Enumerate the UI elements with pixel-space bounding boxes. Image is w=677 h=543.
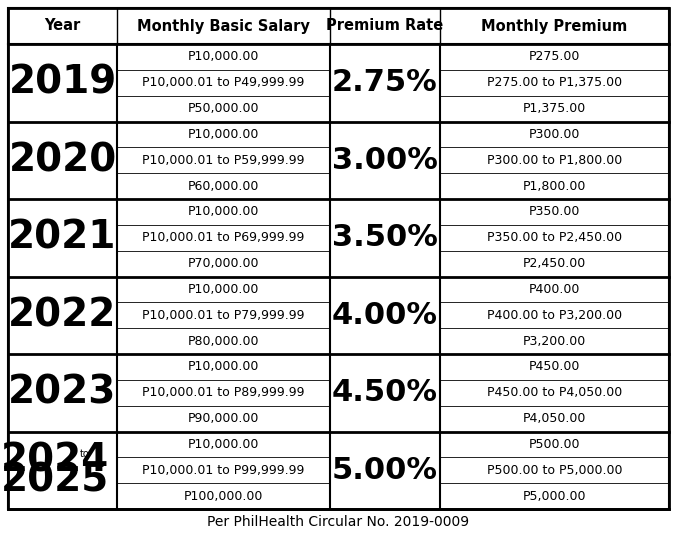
Text: P500.00 to P5,000.00: P500.00 to P5,000.00 [487, 464, 622, 477]
Text: P500.00: P500.00 [529, 438, 580, 451]
Text: P3,200.00: P3,200.00 [523, 334, 586, 348]
Text: 2019: 2019 [8, 64, 116, 102]
Text: P300.00: P300.00 [529, 128, 580, 141]
Text: P10,000.00: P10,000.00 [188, 205, 259, 218]
Text: 2025: 2025 [1, 461, 108, 499]
Text: P450.00 to P4,050.00: P450.00 to P4,050.00 [487, 386, 622, 399]
Text: 4.50%: 4.50% [332, 378, 438, 407]
Text: 5.00%: 5.00% [332, 456, 438, 485]
Text: P1,800.00: P1,800.00 [523, 180, 586, 193]
Text: P80,000.00: P80,000.00 [188, 334, 259, 348]
Text: P5,000.00: P5,000.00 [523, 490, 586, 503]
Text: P60,000.00: P60,000.00 [188, 180, 259, 193]
Text: P350.00: P350.00 [529, 205, 580, 218]
Text: P90,000.00: P90,000.00 [188, 412, 259, 425]
Text: P4,050.00: P4,050.00 [523, 412, 586, 425]
Text: Monthly Basic Salary: Monthly Basic Salary [137, 18, 310, 34]
Text: P100,000.00: P100,000.00 [184, 490, 263, 503]
Bar [8, 8, 669, 44]
Text: 3.00%: 3.00% [332, 146, 438, 175]
Text: P10,000.01 to P59,999.99: P10,000.01 to P59,999.99 [142, 154, 305, 167]
Text: P10,000.01 to P49,999.99: P10,000.01 to P49,999.99 [142, 76, 305, 89]
Text: P275.00 to P1,375.00: P275.00 to P1,375.00 [487, 76, 622, 89]
Text: P10,000.01 to P89,999.99: P10,000.01 to P89,999.99 [142, 386, 305, 399]
Text: P10,000.00: P10,000.00 [188, 128, 259, 141]
Text: 4.00%: 4.00% [332, 301, 438, 330]
Text: Premium Rate: Premium Rate [326, 18, 443, 34]
Text: 3.50%: 3.50% [332, 223, 438, 252]
Text: P10,000.00: P10,000.00 [188, 361, 259, 374]
Text: 2020: 2020 [8, 141, 116, 179]
Text: P400.00 to P3,200.00: P400.00 to P3,200.00 [487, 309, 622, 322]
Text: Year: Year [45, 18, 81, 34]
Text: P10,000.00: P10,000.00 [188, 283, 259, 296]
Text: P350.00 to P2,450.00: P350.00 to P2,450.00 [487, 231, 622, 244]
Text: 2022: 2022 [8, 296, 116, 334]
Text: to: to [80, 450, 89, 459]
Text: P450.00: P450.00 [529, 361, 580, 374]
Text: 2023: 2023 [8, 374, 116, 412]
Text: P300.00 to P1,800.00: P300.00 to P1,800.00 [487, 154, 622, 167]
Text: P10,000.00: P10,000.00 [188, 50, 259, 64]
Text: P10,000.01 to P99,999.99: P10,000.01 to P99,999.99 [142, 464, 305, 477]
Text: P2,450.00: P2,450.00 [523, 257, 586, 270]
Text: P10,000.00: P10,000.00 [188, 438, 259, 451]
Text: P50,000.00: P50,000.00 [188, 102, 259, 115]
Text: P275.00: P275.00 [529, 50, 580, 64]
Text: P10,000.01 to P79,999.99: P10,000.01 to P79,999.99 [142, 309, 305, 322]
Text: 2.75%: 2.75% [332, 68, 438, 97]
Text: 2024: 2024 [1, 441, 108, 479]
Text: P10,000.01 to P69,999.99: P10,000.01 to P69,999.99 [142, 231, 305, 244]
Text: P70,000.00: P70,000.00 [188, 257, 259, 270]
Text: Monthly Premium: Monthly Premium [481, 18, 628, 34]
Text: 2021: 2021 [8, 219, 116, 257]
Text: P1,375.00: P1,375.00 [523, 102, 586, 115]
Text: Per PhilHealth Circular No. 2019-0009: Per PhilHealth Circular No. 2019-0009 [207, 515, 470, 529]
Text: P400.00: P400.00 [529, 283, 580, 296]
